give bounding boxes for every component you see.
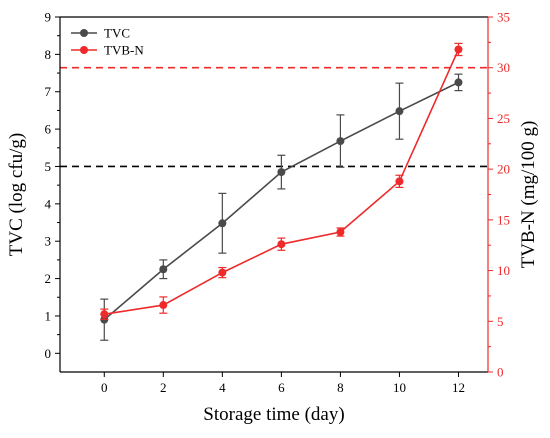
y-right-tick-label: 20 [497,162,510,177]
y-right-tick-label: 30 [497,60,510,75]
x-tick-label: 8 [337,380,344,395]
y-right-tick-label: 5 [497,314,504,329]
data-point [277,168,286,177]
y-left-axis-title: TVC (log cfu/g) [6,133,27,256]
y-left-tick-label: 1 [45,308,52,323]
y-right-tick-label: 10 [497,263,510,278]
series-line [103,81,459,321]
axes: 0 2 4 6 8 10 12012345678905101520253035Storage… [6,10,539,426]
y-left-tick-label: 2 [45,271,52,286]
y-left-tick-label: 4 [45,196,52,211]
y-left-tick-label: 3 [45,234,52,249]
x-tick-label: 10 [393,380,406,395]
y-left-tick-label: 7 [45,84,52,99]
y-right-tick-label: 35 [497,10,510,25]
data-point [159,265,168,274]
data-point [336,228,345,237]
y-left-tick-label: 8 [45,47,52,62]
data-point [395,177,404,186]
x-tick-label: 2 [160,380,167,395]
data-point [454,45,463,54]
data-point [336,137,345,146]
legend-swatch-marker [80,29,88,37]
series-layer [100,42,463,341]
series-tvc [100,73,463,341]
legend: TVC TVB-N [71,26,144,58]
y-left-tick-label: 0 [45,346,52,361]
x-tick-label: 0 [101,380,108,395]
y-right-tick-label: 15 [497,212,510,227]
y-left-tick-label: 6 [45,122,52,137]
x-axis-title: Storage time (day) [203,404,344,425]
series-tvb-n [100,42,463,320]
legend-label: TVB-N [104,43,144,58]
reference-lines [60,66,488,168]
data-point [159,301,168,310]
y-left-tick-label: 9 [45,10,52,25]
y-left-tick-label: 5 [45,159,52,174]
y-right-tick-label: 0 [497,365,504,380]
x-tick-label: 6 [278,380,285,395]
data-point [218,268,227,277]
y-right-axis-title: TVB-N (mg/100 g) [518,121,539,269]
data-point [277,240,286,249]
data-point [454,78,463,87]
x-tick-label: 4 [219,380,226,395]
legend-label: TVC [104,26,130,41]
legend-swatch-marker [80,46,88,54]
data-point [395,107,404,116]
data-point [218,219,227,228]
x-tick-label: 12 [452,380,465,395]
y-right-tick-label: 25 [497,111,510,126]
data-point [100,310,109,319]
